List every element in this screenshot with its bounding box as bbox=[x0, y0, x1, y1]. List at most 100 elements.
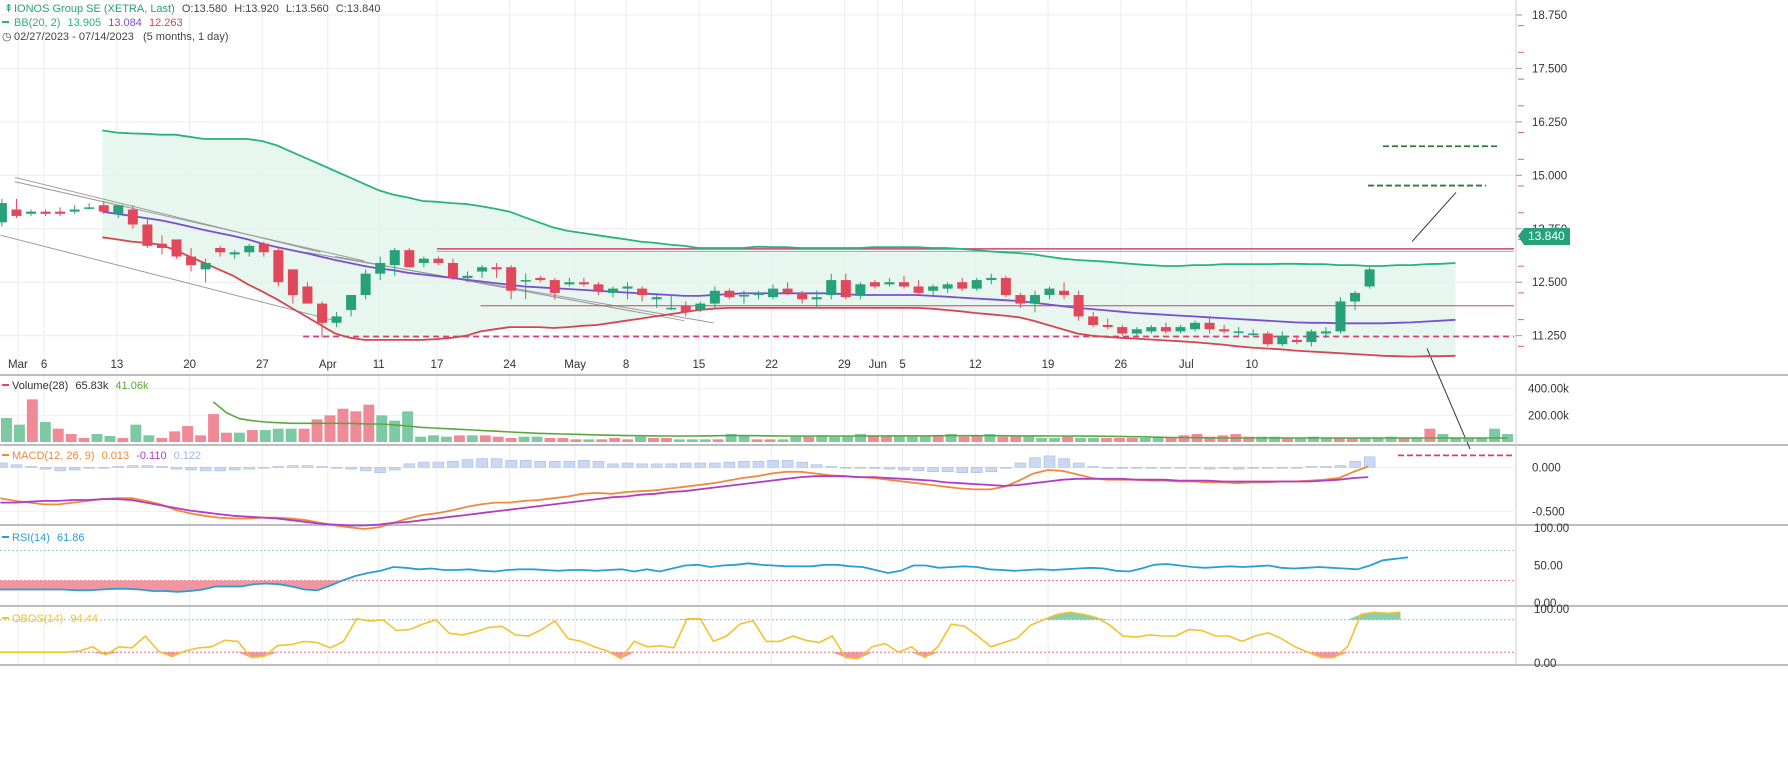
candle-body bbox=[477, 267, 488, 272]
candle-body bbox=[113, 205, 124, 214]
candle-body bbox=[1320, 331, 1331, 334]
candle-body bbox=[302, 286, 313, 304]
macd-histogram-bar bbox=[767, 460, 779, 468]
candle-body bbox=[1190, 322, 1201, 330]
macd-histogram-bar bbox=[83, 467, 95, 469]
candle-body bbox=[433, 258, 444, 263]
volume-bar bbox=[13, 424, 25, 442]
macd-histogram-bar bbox=[98, 467, 110, 469]
volume-bar bbox=[1243, 436, 1255, 442]
last-price-tag: 13.840 bbox=[1518, 228, 1570, 245]
macd-histogram-bar bbox=[723, 461, 736, 468]
candle-body bbox=[1117, 327, 1128, 334]
macd-histogram-bar bbox=[1349, 460, 1361, 468]
macd-histogram-bar bbox=[650, 463, 663, 468]
volume-bar bbox=[1, 418, 12, 442]
volume-bar bbox=[78, 438, 90, 442]
candle-body bbox=[98, 205, 109, 212]
x-axis-label: 29 bbox=[838, 359, 851, 371]
macd-histogram-bar bbox=[825, 466, 838, 468]
candle-body bbox=[564, 282, 575, 285]
volume-bar bbox=[583, 439, 595, 442]
macd-histogram-bar bbox=[898, 467, 910, 471]
macd-histogram-bar bbox=[985, 467, 998, 473]
legend-volume: Volume(28) 65.83k 41.06k bbox=[2, 380, 149, 392]
volume-bar bbox=[169, 431, 181, 442]
volume-bar bbox=[1010, 436, 1022, 442]
candle-body bbox=[811, 297, 822, 300]
last-price-tag-shape bbox=[1518, 228, 1570, 245]
macd-histogram-bar bbox=[199, 467, 212, 472]
volume-bar bbox=[984, 434, 996, 442]
x-axis-label: 8 bbox=[623, 359, 629, 371]
price-axis-tick-label: 18.750 bbox=[1532, 10, 1567, 22]
volume-bar bbox=[1424, 428, 1436, 442]
volume-bar bbox=[130, 424, 142, 442]
macd-histogram-bar bbox=[272, 466, 285, 468]
candle-body bbox=[1350, 292, 1361, 302]
macd-histogram-bar bbox=[156, 466, 168, 468]
macd-histogram-bar bbox=[709, 462, 721, 468]
volume-bar bbox=[104, 436, 116, 442]
macd-histogram-bar bbox=[1247, 467, 1259, 469]
candle-body bbox=[229, 252, 240, 255]
macd-histogram-bar bbox=[461, 459, 474, 468]
volume-bar bbox=[1113, 438, 1125, 442]
macd-histogram-bar bbox=[432, 461, 445, 468]
macd-axis-tick-label: 0.000 bbox=[1532, 462, 1561, 474]
obos-axis-tick-label: 0.00 bbox=[1534, 658, 1556, 670]
candle-body bbox=[928, 286, 939, 291]
macd-histogram-bar bbox=[1014, 462, 1027, 468]
macd-histogram-bar bbox=[0, 462, 8, 468]
macd-histogram-bar bbox=[374, 467, 386, 473]
x-axis-label: 26 bbox=[1114, 359, 1127, 371]
volume-bar bbox=[466, 435, 478, 442]
macd-histogram-bar bbox=[316, 466, 328, 468]
macd-histogram-bar bbox=[1363, 456, 1376, 468]
candle-body bbox=[346, 295, 357, 310]
volume-bar bbox=[596, 439, 608, 442]
volume-bar bbox=[298, 428, 310, 442]
projection-line-up bbox=[1411, 192, 1457, 242]
macd-histogram-bar bbox=[1232, 467, 1245, 470]
macd-histogram-bar bbox=[956, 467, 968, 473]
volume-bar bbox=[272, 428, 284, 442]
volume-bar bbox=[26, 399, 38, 442]
volume-bar bbox=[906, 436, 918, 442]
price-axis-tick-label: 15.000 bbox=[1532, 170, 1567, 182]
obos-line bbox=[0, 611, 1401, 660]
macd-histogram-bar bbox=[10, 464, 23, 468]
volume-bar bbox=[1036, 438, 1048, 442]
candle-body bbox=[651, 297, 662, 300]
candle-body bbox=[69, 209, 80, 212]
x-axis-label: 11 bbox=[373, 359, 385, 371]
volume-bar bbox=[544, 438, 556, 442]
volume-bar bbox=[893, 436, 905, 442]
volume-bar bbox=[738, 435, 750, 442]
obos-oversold-fill bbox=[0, 652, 1401, 659]
macd-histogram-bar bbox=[1160, 467, 1172, 469]
candle-body bbox=[200, 262, 211, 270]
macd-histogram-bar bbox=[68, 467, 81, 471]
macd-histogram-bar bbox=[170, 467, 183, 470]
volume-bar bbox=[1489, 428, 1501, 442]
candle-body bbox=[1291, 339, 1302, 343]
volume-bar bbox=[764, 439, 776, 442]
macd-histogram-bar bbox=[447, 460, 459, 468]
macd-histogram-bar bbox=[359, 467, 372, 472]
candle-body bbox=[520, 280, 531, 282]
macd-histogram-bar bbox=[796, 461, 808, 468]
volume-bar bbox=[1282, 438, 1294, 442]
obos-swatch bbox=[2, 617, 9, 619]
macd-histogram-bar bbox=[54, 467, 66, 472]
macd-histogram-bar bbox=[1029, 457, 1041, 468]
marks-layer bbox=[0, 129, 1514, 660]
macd-histogram-bar bbox=[1058, 458, 1070, 468]
candle-body bbox=[1102, 324, 1113, 328]
legend-bb-row: BB(20, 2) 13.905 13.084 12.263 bbox=[14, 17, 183, 29]
macd-histogram-bar bbox=[1087, 466, 1099, 468]
volume-bar bbox=[945, 434, 957, 442]
candle-body bbox=[1306, 331, 1317, 343]
